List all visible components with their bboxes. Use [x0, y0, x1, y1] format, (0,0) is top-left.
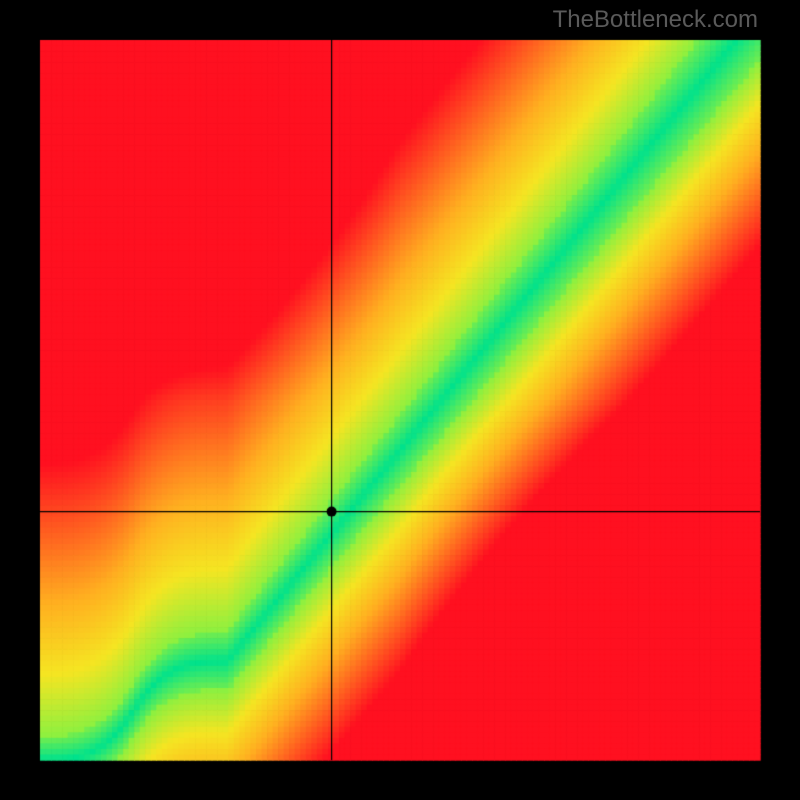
chart-container: TheBottleneck.com	[0, 0, 800, 800]
watermark-text: TheBottleneck.com	[553, 6, 758, 34]
bottleneck-heatmap	[0, 0, 800, 800]
